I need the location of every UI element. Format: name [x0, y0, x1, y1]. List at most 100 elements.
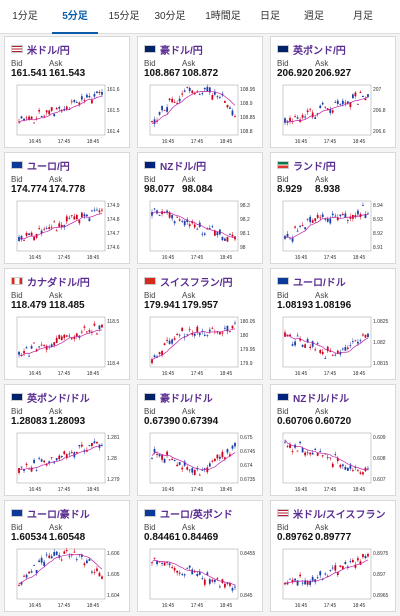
candle-body — [346, 467, 349, 471]
candle-body — [168, 98, 171, 101]
pair-title[interactable]: 米ドル/円 — [11, 42, 70, 57]
pair-title[interactable]: 英ポンド/円 — [277, 42, 346, 57]
candle-body — [83, 326, 86, 328]
pair-name[interactable]: ユーロ/円 — [27, 161, 70, 173]
pair-name[interactable]: スイスフラン/円 — [160, 277, 233, 289]
bid-label: Bid — [277, 59, 289, 68]
moving-average-line — [151, 90, 236, 125]
candle-body — [181, 220, 184, 222]
candle-body — [101, 91, 103, 95]
candle-body — [33, 565, 35, 566]
candle-body — [309, 346, 312, 349]
pair-name[interactable]: ユーロ/豪ドル — [27, 509, 90, 521]
rate-card[interactable]: ユーロ/ドル Bid Ask 1.08193 1.08196 1.0825 1.082 1.0… — [270, 268, 396, 380]
candle-body — [68, 555, 71, 557]
x-tick-label: 17:45 — [191, 603, 204, 609]
tab-5[interactable]: 日足 — [260, 11, 280, 22]
rate-card[interactable]: ユーロ/英ポンド Bid Ask 0.84461 0.84469 0.8455 0.845 1… — [137, 500, 263, 612]
candle-body — [28, 116, 30, 121]
pair-name[interactable]: ユーロ/ドル — [293, 277, 346, 289]
pair-name[interactable]: NZドル/円 — [160, 161, 207, 173]
tab-1[interactable]: 5分足 — [52, 0, 98, 34]
rate-card[interactable]: 英ポンド/円 Bid Ask 206.920 206.927 207 206.8 206.6 1… — [270, 36, 396, 148]
tab-6[interactable]: 週足 — [304, 11, 324, 22]
pair-title[interactable]: ユーロ/豪ドル — [11, 506, 90, 521]
bid-value: 1.28083 — [11, 416, 48, 427]
gb-flag-icon — [277, 45, 289, 53]
rate-card[interactable]: NZドル/円 Bid Ask 98.077 98.084 98.3 98.2 98.1 98 16… — [137, 152, 263, 264]
pair-name[interactable]: 豪ドル/円 — [160, 45, 203, 57]
candle-body — [316, 343, 319, 344]
candle-body — [334, 102, 337, 104]
pair-title[interactable]: NZドル/円 — [144, 158, 207, 173]
rate-card[interactable]: 豪ドル/円 Bid Ask 108.867 108.872 108.95 108.9 108.… — [137, 36, 263, 148]
candle-body — [33, 237, 35, 241]
candle-body — [357, 341, 359, 344]
candle-body — [304, 580, 307, 585]
candle-body — [314, 448, 317, 451]
bid-value: 8.929 — [277, 184, 303, 195]
candle-body — [45, 228, 48, 229]
rate-card[interactable]: ユーロ/円 Bid Ask 174.774 174.778 174.9 174.8 174.7… — [4, 152, 130, 264]
candle-body — [299, 441, 301, 444]
y-tick-label: 161.6 — [107, 87, 120, 93]
price-chart: 174.9 174.8 174.7 174.6 16:45 17:45 18:45 — [16, 200, 120, 261]
pair-name[interactable]: 英ポンド/ドル — [27, 393, 90, 405]
bid-label: Bid — [144, 59, 156, 68]
bid-label: Bid — [11, 523, 23, 532]
pair-name[interactable]: カナダドル/円 — [27, 277, 90, 289]
tab-0[interactable]: 1分足 — [12, 11, 38, 22]
pair-name[interactable]: 英ポンド/円 — [293, 45, 346, 57]
candle-body — [344, 466, 347, 470]
rate-card[interactable]: ユーロ/豪ドル Bid Ask 1.60534 1.60548 1.606 1.605 1.6… — [4, 500, 130, 612]
tab-7[interactable]: 月足 — [353, 11, 373, 22]
ask-label: Ask — [49, 175, 63, 184]
rate-card[interactable]: 英ポンド/ドル Bid Ask 1.28083 1.28093 1.281 1.28 1.27… — [4, 384, 130, 496]
candle-body — [63, 334, 66, 338]
pair-title[interactable]: ユーロ/円 — [11, 158, 70, 173]
pair-name[interactable]: 米ドル/スイスフラン — [293, 509, 386, 521]
pair-title[interactable]: ユーロ/ドル — [277, 274, 346, 289]
pair-title[interactable]: 英ポンド/ドル — [11, 390, 90, 405]
tab-3[interactable]: 30分足 — [154, 11, 186, 22]
candle-body — [331, 567, 334, 569]
bid-value: 161.541 — [11, 68, 48, 79]
candle-body — [226, 582, 229, 584]
pair-title[interactable]: NZドル/ドル — [277, 390, 350, 405]
pair-name[interactable]: ユーロ/英ポンド — [160, 509, 233, 521]
candle-body — [211, 579, 214, 582]
rate-card[interactable]: 豪ドル/ドル Bid Ask 0.67390 0.67394 0.675 0.6745 0.6… — [137, 384, 263, 496]
candle-body — [284, 118, 286, 123]
pair-name[interactable]: 米ドル/円 — [27, 45, 70, 57]
candle-body — [344, 562, 347, 564]
au-flag-icon — [144, 393, 156, 401]
rate-card[interactable]: ランド/円 Bid Ask 8.929 8.938 8.94 8.93 8.92 8.91 16:… — [270, 152, 396, 264]
rate-card[interactable]: 米ドル/スイスフラン Bid Ask 0.89762 0.89777 0.8975 0.89… — [270, 500, 396, 612]
bid-value: 174.774 — [11, 184, 48, 195]
pair-title[interactable]: カナダドル/円 — [11, 274, 90, 289]
candle-body — [329, 218, 332, 224]
pair-name[interactable]: ランド/円 — [293, 161, 336, 173]
x-tick-label: 16:45 — [162, 603, 175, 609]
candle-body — [33, 459, 35, 464]
rate-card[interactable]: 米ドル/円 Bid Ask 161.541 161.543 161.6 161.5 161.4… — [4, 36, 130, 148]
rate-card[interactable]: スイスフラン/円 Bid Ask 179.941 179.957 180.05 180 179… — [137, 268, 263, 380]
pair-name[interactable]: NZドル/ドル — [293, 393, 350, 405]
pair-title[interactable]: ユーロ/英ポンド — [144, 506, 233, 521]
tab-2[interactable]: 15分足 — [108, 11, 140, 22]
pair-title[interactable]: 豪ドル/円 — [144, 42, 203, 57]
pair-title[interactable]: ランド/円 — [277, 158, 336, 173]
pair-title[interactable]: 豪ドル/ドル — [144, 390, 213, 405]
pair-title[interactable]: スイスフラン/円 — [144, 274, 233, 289]
pair-name[interactable]: 豪ドル/ドル — [160, 393, 213, 405]
tab-4[interactable]: 1時間足 — [205, 11, 241, 22]
candle-body — [168, 340, 171, 344]
candle-body — [168, 459, 171, 461]
y-tick-label: 180.05 — [240, 319, 256, 325]
pair-title[interactable]: 米ドル/スイスフラン — [277, 506, 386, 521]
candle-body — [70, 338, 73, 340]
chart-frame — [149, 84, 239, 136]
candle-body — [201, 233, 204, 235]
rate-card[interactable]: NZドル/ドル Bid Ask 0.60706 0.60720 0.609 0.608 0.6… — [270, 384, 396, 496]
rate-card[interactable]: カナダドル/円 Bid Ask 118.479 118.485 118.5 118.4 16:… — [4, 268, 130, 380]
